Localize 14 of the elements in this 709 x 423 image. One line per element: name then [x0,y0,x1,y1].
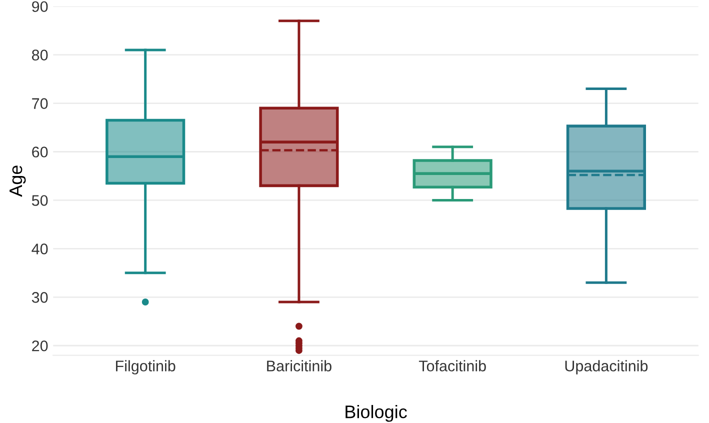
x-tick-label: Filgotinib [116,360,176,374]
y-tick-label: 40 [32,244,48,254]
y-tick-label: 30 [32,292,48,303]
y-tick-label: 50 [32,195,48,206]
y-tick-label: 70 [32,98,48,109]
y-tick-label: 80 [32,50,48,60]
y-axis-title: Age [10,166,26,197]
x-tick-label: Tofacitinib [418,360,486,372]
y-tick-label: 90 [32,1,48,12]
x-axis-title: Biologic [346,404,407,422]
y-tick-label: 20 [32,340,48,352]
x-tick-label: Baricitinib [267,360,332,372]
y-tick-label: 60 [32,146,48,158]
x-tick-label: Upadacitinib [565,360,648,374]
